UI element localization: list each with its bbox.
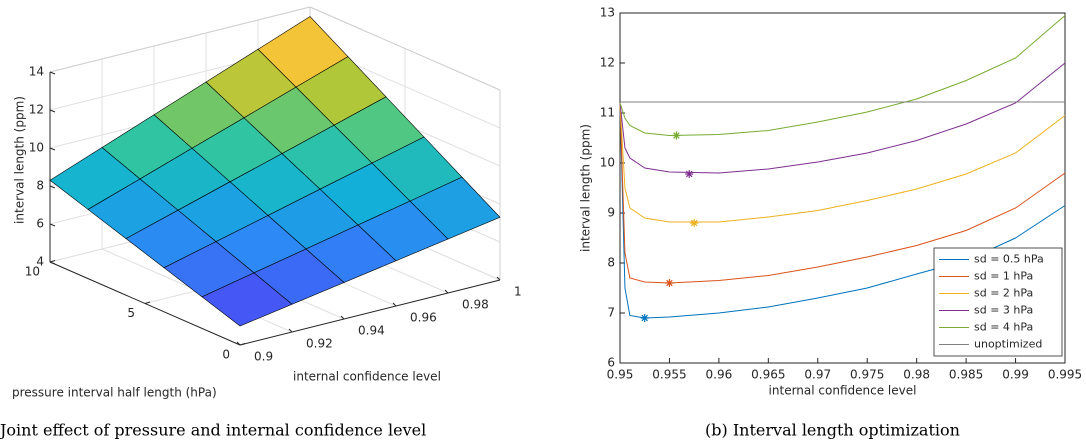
line-plot: 6 7 8 9 10 11 12 13 0.95 0.955 0.96 0.965 0.97 0.975 0… — [579, 6, 1083, 440]
tick-mark — [392, 302, 397, 307]
series-line — [619, 102, 1066, 223]
legend-label: sd = 2 hPa — [974, 287, 1033, 300]
x-tick-label: 0.99 — [1002, 368, 1029, 382]
y-axis-label: internal confidence level — [293, 370, 441, 384]
x-tick-label: 0.955 — [652, 368, 686, 382]
x-tick-label: 0.95 — [607, 368, 634, 382]
tick-mark — [236, 341, 241, 346]
legend: sd = 0.5 hPa sd = 1 hPa sd = 2 hPa sd = 3 h… — [933, 247, 1063, 357]
y-tick-label: 9 — [607, 206, 615, 220]
y-tick-label: 6 — [607, 356, 615, 370]
tick-mark — [49, 260, 56, 263]
z-axis-label: interval length (ppm) — [13, 96, 27, 224]
z-tick-label: 10 — [29, 141, 44, 155]
y-tick-label: 10 — [600, 156, 615, 170]
tick-mark — [49, 185, 56, 189]
y-tick-label: 11 — [600, 106, 615, 120]
y-tick-label: 0.98 — [462, 298, 489, 312]
x-tick-label: 0.98 — [903, 368, 930, 382]
y-tick-label: 8 — [607, 256, 615, 270]
y-tick-label: 7 — [607, 306, 615, 320]
x-tick-label: 0.985 — [949, 368, 983, 382]
optimum-marker — [685, 170, 694, 178]
x-axis-label: internal confidence level — [769, 384, 917, 398]
tick-mark — [49, 223, 56, 227]
y-tick-label: 12 — [600, 56, 615, 70]
x-tick-label: 5 — [127, 306, 135, 320]
tick-mark — [49, 147, 56, 151]
series-line — [619, 102, 1066, 284]
tick-mark — [49, 261, 56, 265]
y-tick-label: 0.94 — [358, 324, 385, 338]
optimum-marker — [672, 131, 681, 140]
legend-label: sd = 0.5 hPa — [974, 253, 1044, 266]
axis-line — [239, 279, 501, 346]
surface-cell — [201, 272, 293, 327]
tick-mark — [49, 109, 56, 113]
x-tick-label: 10 — [25, 265, 40, 279]
tick-mark — [496, 276, 501, 281]
y-axis-label: interval length (ppm) — [579, 124, 593, 252]
y-tick-label: 0.92 — [306, 337, 333, 351]
x-tick-label: 0 — [222, 348, 230, 362]
tick-mark — [239, 343, 246, 346]
tick-mark — [49, 71, 56, 75]
y-tick-label: 0.9 — [254, 350, 273, 364]
series-line — [619, 15, 1066, 137]
x-tick-label: 0.975 — [850, 368, 884, 382]
tick-mark — [340, 315, 345, 320]
optimum-marker — [665, 279, 674, 287]
tick-mark — [144, 301, 151, 304]
series-line — [619, 62, 1066, 174]
caption: Joint effect of pressure and internal co… — [0, 421, 426, 440]
y-tick-label: 1 — [514, 285, 522, 299]
axis-line — [309, 6, 501, 91]
surface-plot: 4 6 8 10 12 14 0 5 10 0.9 0.92 0.94 0.96 0.98 1 interva… — [0, 6, 522, 440]
tick-mark — [288, 328, 293, 333]
legend-label: sd = 3 hPa — [974, 304, 1033, 317]
x-tick-label: 0.97 — [804, 368, 831, 382]
optimum-marker — [690, 219, 699, 227]
legend-box — [933, 247, 1063, 357]
x-axis-label: pressure interval half length (hPa) — [12, 386, 217, 400]
tick-mark — [444, 289, 449, 294]
z-tick-label: 6 — [36, 217, 44, 231]
caption: (b) Interval length optimization — [705, 421, 960, 440]
z-tick-label: 12 — [29, 103, 44, 117]
x-tick-label: 0.965 — [751, 368, 785, 382]
x-tick-label: 0.96 — [706, 368, 733, 382]
legend-label: sd = 1 hPa — [974, 270, 1033, 283]
z-tick-label: 14 — [29, 65, 44, 79]
legend-label: unoptimized — [974, 338, 1042, 351]
z-tick-label: 4 — [36, 255, 44, 269]
y-tick-label: 0.96 — [410, 311, 437, 325]
z-tick-label: 8 — [36, 179, 44, 193]
optimum-marker — [640, 314, 649, 322]
x-tick-label: 0.995 — [1048, 368, 1082, 382]
legend-label: sd = 4 hPa — [974, 321, 1033, 334]
y-tick-label: 13 — [600, 6, 615, 20]
axis-line — [49, 6, 311, 73]
